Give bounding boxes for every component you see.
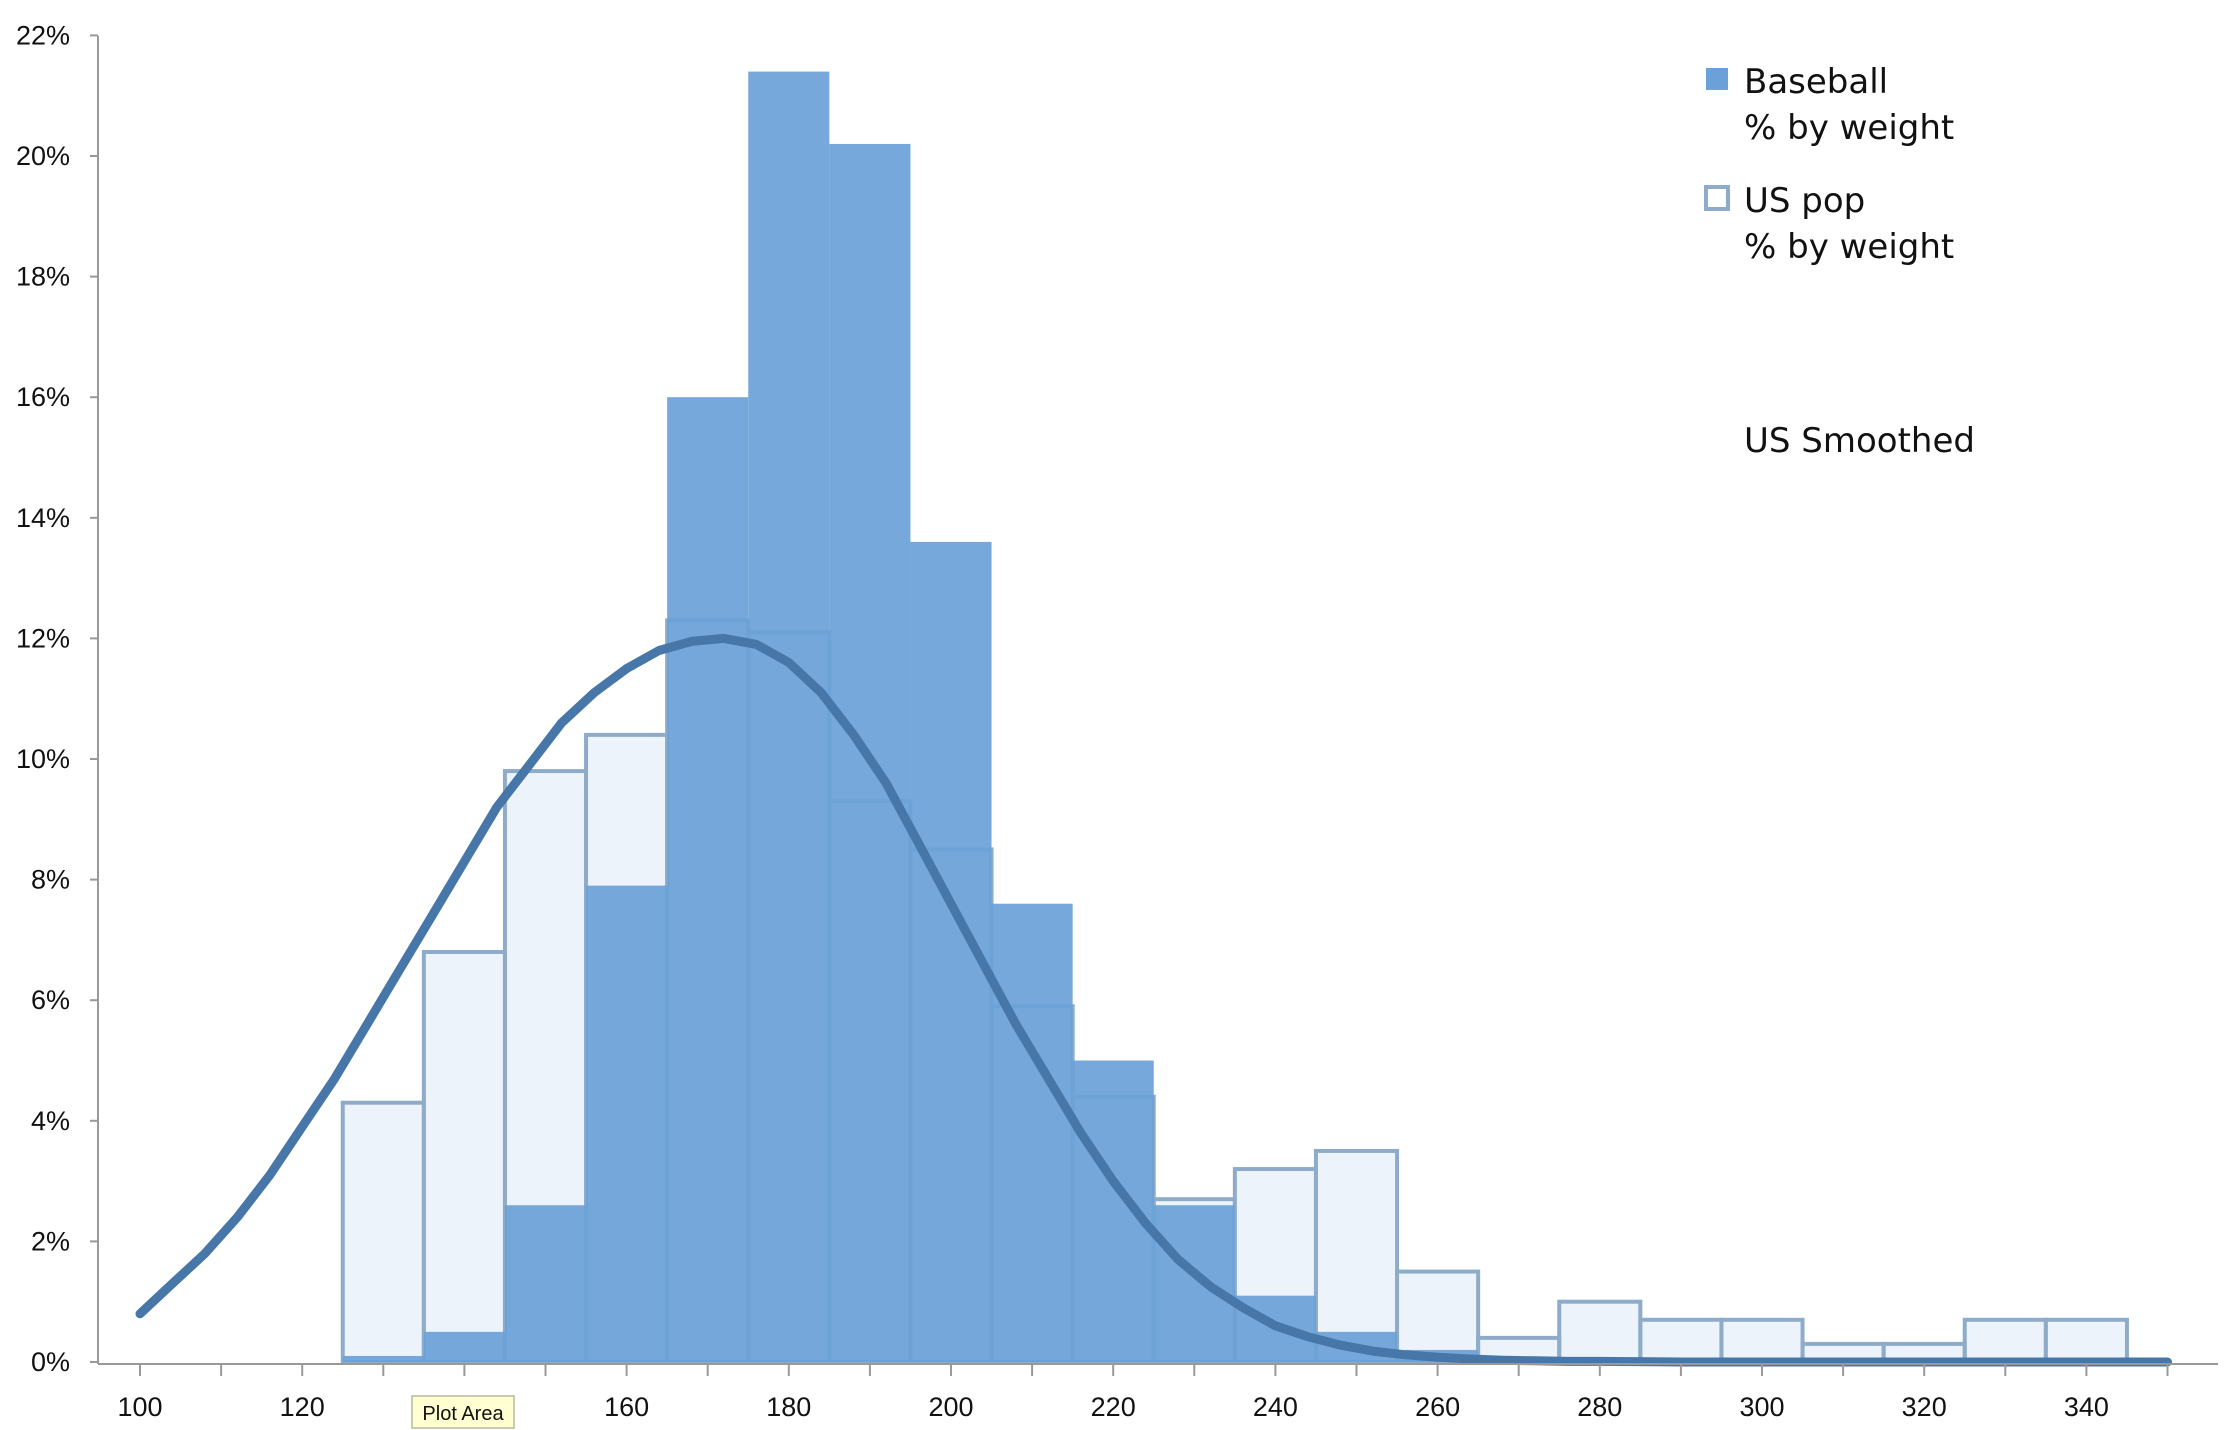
x-tick-label: 180 [766, 1392, 811, 1422]
us-pop-bar [1962, 1317, 2048, 1365]
y-tick-label: 6% [31, 985, 70, 1015]
x-tick-label: 120 [280, 1392, 325, 1422]
us-pop-bar [1719, 1317, 1805, 1365]
baseball-bar [667, 397, 749, 1362]
x-tick-label: 220 [1091, 1392, 1136, 1422]
baseball-bar [586, 885, 668, 1362]
plot-area[interactable] [98, 36, 2218, 1356]
y-tick-label: 12% [16, 623, 70, 653]
legend-baseball-swatch [1706, 68, 1728, 90]
x-tick-label: 200 [928, 1392, 973, 1422]
legend-us-smoothed-label: US Smoothed [1744, 421, 1975, 461]
baseball-bar [748, 71, 830, 1363]
plot-area-tooltip: Plot Area [411, 1395, 515, 1429]
baseball-bars [342, 71, 1479, 1363]
baseball-bar [1153, 1205, 1235, 1362]
y-tick-label: 8% [31, 865, 70, 895]
us-pop-bar [1557, 1299, 1643, 1364]
x-tick-label: 300 [1739, 1392, 1784, 1422]
us-pop-bar [1395, 1269, 1481, 1365]
baseball-bar [504, 1205, 587, 1362]
x-tick-label: 240 [1253, 1392, 1298, 1422]
y-tick-label: 0% [31, 1347, 70, 1377]
y-tick-label: 14% [16, 503, 70, 533]
x-tick-label: 160 [604, 1392, 649, 1422]
baseball-bar [423, 1331, 505, 1362]
legend-baseball-label-line2: % by weight [1744, 108, 1954, 148]
legend-us-pop-label-line2: % by weight [1744, 227, 1954, 267]
y-tick-label: 16% [16, 382, 70, 412]
legend-baseball-label: Baseball [1744, 62, 1888, 102]
us-pop-bar [340, 1100, 426, 1364]
y-tick-label: 10% [16, 744, 70, 774]
y-axis-ticks: 0% 2% 4% 6% 8% 10% 12% 14% 16% 18% 20% 22% [16, 20, 98, 1377]
y-tick-label: 20% [16, 141, 70, 171]
us-pop-bar [2043, 1317, 2129, 1365]
y-tick-label: 22% [16, 20, 70, 50]
y-tick-label: 18% [16, 262, 70, 292]
tooltip-text: Plot Area [422, 1403, 504, 1425]
us-smoothed-line [135, 633, 2172, 1367]
baseball-bar [342, 1355, 424, 1362]
legend-us-pop-label: US pop [1744, 181, 1865, 221]
x-tick-label: 340 [2064, 1392, 2109, 1422]
x-axis-ticks: 100120140160180200220240260280300320340 [117, 1364, 2169, 1422]
x-tick-label: 320 [1902, 1392, 1947, 1422]
axes [97, 36, 2218, 1365]
x-tick-label: 280 [1577, 1392, 1622, 1422]
y-tick-label: 2% [31, 1226, 70, 1256]
legend[interactable]: Baseball % by weight US pop % by weight … [1704, 62, 1975, 461]
us-pop-bar [1313, 1148, 1400, 1364]
y-tick-label: 4% [31, 1106, 70, 1136]
x-tick-label: 100 [117, 1392, 162, 1422]
us-pop-bar [1638, 1317, 1724, 1365]
x-tick-label: 260 [1415, 1392, 1460, 1422]
us-smoothed-line-group [135, 633, 2172, 1367]
baseball-bar [991, 903, 1073, 1362]
us-pop-bar [421, 949, 507, 1365]
legend-us-pop-swatch [1704, 185, 1730, 211]
